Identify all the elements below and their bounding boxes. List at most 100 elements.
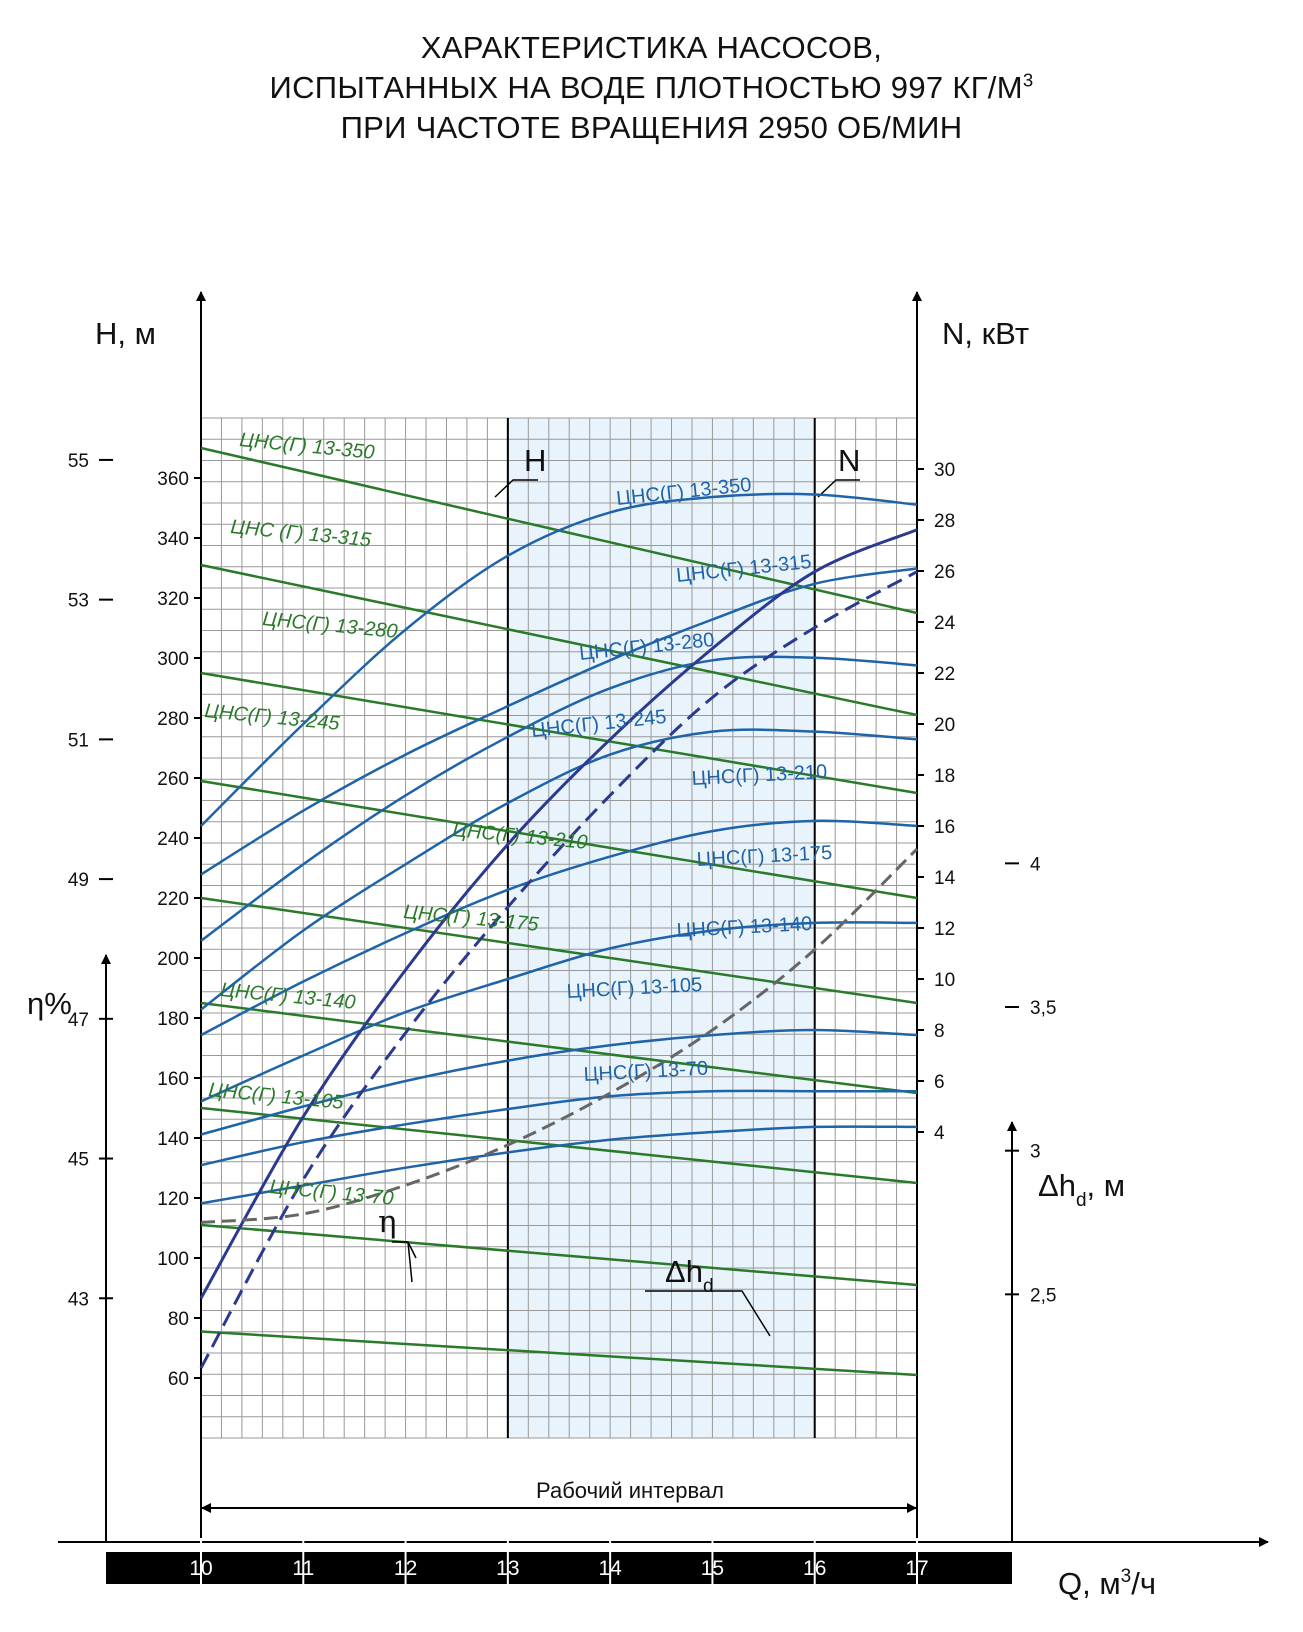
npsh-curve-sub: d	[703, 1276, 714, 1297]
y-head-tick-label: 360	[157, 469, 189, 490]
y-power-tick-label: 22	[934, 664, 955, 685]
efficiency-curve	[199, 528, 918, 1300]
y-power-tick-label: 12	[934, 919, 955, 940]
y-power-tick-label: 14	[934, 868, 956, 889]
y-power-tick-label: 8	[934, 1021, 945, 1042]
y-npsh-tick-label: 2,5	[1030, 1285, 1056, 1306]
y-npsh-tick-label: 3	[1030, 1142, 1041, 1163]
marker-h-label: H	[524, 443, 546, 478]
efficiency-curve-dashed	[199, 570, 918, 1369]
power-curve	[200, 1028, 918, 1136]
power-curve	[200, 1125, 918, 1205]
head-curve-label: ЦНС(Г) 13-245	[204, 700, 342, 735]
y-axis-power-label: N, кВт	[942, 316, 1029, 351]
efficiency-leader-dashed	[407, 1241, 413, 1283]
x-tick-label: 14	[598, 1557, 622, 1580]
head-curve	[200, 779, 918, 900]
y-head-tick-label: 120	[157, 1189, 189, 1210]
y-power-tick-label: 26	[934, 562, 955, 583]
head-curve-label: ЦНС(Г) 13-70	[269, 1176, 395, 1210]
y-axis-head-label: H, м	[95, 316, 156, 351]
y-head-tick-label: 140	[157, 1129, 189, 1150]
y-head-tick-label: 280	[157, 709, 189, 730]
x-axis-label-sup: 3	[1121, 1566, 1132, 1587]
head-curve	[200, 1223, 918, 1287]
y-power-tick-label: 4	[934, 1123, 945, 1144]
head-curve	[200, 1330, 918, 1377]
y-head-tick-label: 260	[157, 769, 189, 790]
head-curve-label: ЦНС(Г) 13-280	[262, 608, 399, 643]
npsh-axis-symbol: Δh	[1038, 1168, 1076, 1203]
y-power-tick-label: 6	[934, 1072, 945, 1093]
title-line-2: ИСПЫТАННЫХ НА ВОДЕ ПЛОТНОСТЬЮ 997 КГ/М3	[0, 68, 1303, 108]
y-head-tick-label: 200	[157, 949, 189, 970]
y-power-tick-label: 30	[934, 460, 955, 481]
y-head-tick-label: 340	[157, 529, 189, 550]
efficiency-curve-label: η	[378, 1204, 397, 1240]
x-tick-label: 11	[292, 1557, 314, 1580]
head-curve	[200, 896, 918, 1005]
head-curve	[200, 563, 918, 717]
power-curve	[200, 921, 918, 1103]
npsh-curve-symbol: Δh	[665, 1254, 703, 1289]
npsh-leader	[645, 1290, 771, 1337]
npsh-curve-label: Δhd	[665, 1254, 714, 1297]
power-curve	[200, 819, 918, 1037]
y-power-tick-label: 16	[934, 817, 955, 838]
chart-title: ХАРАКТЕРИСТИКА НАСОСОВ, ИСПЫТАННЫХ НА ВО…	[0, 28, 1303, 148]
y-head-tick-label: 240	[157, 829, 189, 850]
y-efficiency-tick-label: 43	[68, 1289, 89, 1310]
y-head-tick-label: 320	[157, 589, 189, 610]
y-efficiency-tick-label: 49	[68, 870, 89, 891]
title-line-2-text: ИСПЫТАННЫХ НА ВОДЕ ПЛОТНОСТЬЮ 997 КГ/М	[269, 70, 1023, 105]
y-efficiency-tick-label: 45	[68, 1150, 89, 1171]
y-efficiency-tick-label: 47	[68, 1010, 89, 1031]
npsh-axis-tail: , м	[1087, 1168, 1126, 1203]
y-head-tick-label: 60	[168, 1369, 189, 1390]
power-curve	[200, 728, 918, 1011]
y-efficiency-tick-label: 53	[68, 591, 89, 612]
head-curve-label: ЦНС(Г) 13-350	[239, 429, 376, 464]
head-curve-label: ЦНС (Г) 13-315	[230, 516, 373, 551]
axes-layer: 10 11 12 13 14 15 16 17 60 80 100 120 140 160 180 200 22…	[58, 291, 1269, 1584]
x-axis-label: Q, м3/ч	[1058, 1566, 1156, 1601]
power-curve	[200, 1089, 917, 1167]
npsh-axis-sub: d	[1076, 1190, 1087, 1211]
x-tick-label: 13	[496, 1557, 519, 1580]
power-curve	[200, 567, 918, 876]
power-curve	[200, 655, 918, 942]
y-head-tick-label: 80	[168, 1309, 189, 1330]
y-power-tick-label: 10	[934, 970, 955, 991]
y-power-tick-label: 18	[934, 766, 955, 787]
y-npsh-tick-label: 3,5	[1030, 998, 1056, 1019]
working-interval-label: Рабочий интервал	[536, 1478, 724, 1503]
y-head-tick-label: 160	[157, 1069, 189, 1090]
x-tick-label: 17	[905, 1557, 928, 1580]
title-line-3: ПРИ ЧАСТОТЕ ВРАЩЕНИЯ 2950 ОБ/МИН	[340, 110, 963, 145]
y-axis-efficiency-label: η%	[27, 986, 72, 1021]
x-axis-label-tail: /ч	[1131, 1566, 1156, 1601]
npsh-curve	[200, 847, 919, 1224]
y-head-tick-label: 100	[157, 1249, 189, 1270]
y-power-tick-label: 20	[934, 715, 955, 736]
q-axis-band	[106, 1552, 1012, 1584]
marker-h-leader	[494, 479, 538, 498]
series-layer	[199, 446, 919, 1377]
y-head-tick-label: 180	[157, 1009, 189, 1030]
power-curve	[200, 492, 918, 827]
x-tick-label: 10	[189, 1557, 212, 1580]
title-line-2-sup: 3	[1022, 69, 1034, 91]
y-npsh-tick-label: 4	[1030, 854, 1041, 875]
y-power-tick-label: 24	[934, 613, 956, 634]
y-efficiency-tick-label: 55	[68, 451, 89, 472]
y-axis-npsh-label: Δhd, м	[1038, 1168, 1125, 1211]
head-curve	[200, 1001, 918, 1095]
x-axis-label-text: Q, м	[1058, 1566, 1121, 1601]
title-line-1: ХАРАКТЕРИСТИКА НАСОСОВ,	[420, 30, 883, 65]
efficiency-leader-solid	[392, 1241, 417, 1259]
head-curve	[200, 671, 918, 795]
marker-n-leader	[817, 479, 860, 498]
x-tick-label: 12	[394, 1557, 417, 1580]
x-tick-label: 15	[701, 1557, 724, 1580]
